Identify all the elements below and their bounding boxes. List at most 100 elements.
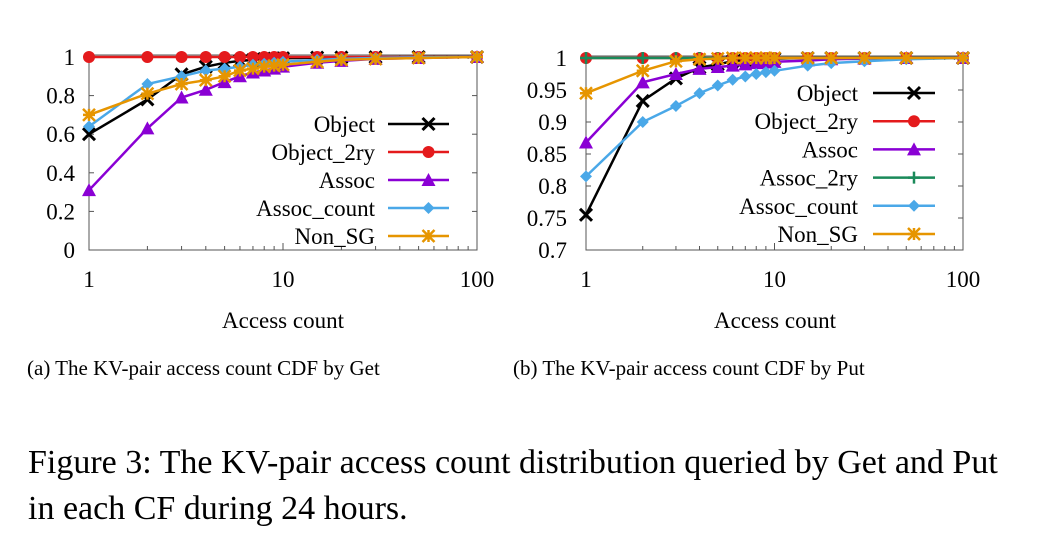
y-tick-label: 0.6 [46, 122, 75, 147]
data-point [174, 77, 189, 91]
data-point [635, 75, 650, 89]
data-point [198, 73, 213, 88]
data-point [198, 82, 213, 96]
legend-label: Assoc_count [739, 194, 858, 219]
data-point [669, 100, 682, 112]
legend-label: Assoc [319, 168, 375, 193]
legend-marker [907, 227, 921, 241]
data-point [258, 51, 271, 63]
data-point [636, 116, 649, 128]
figure-caption: Figure 3: The KV-pair access count distr… [28, 444, 998, 527]
data-point [956, 51, 970, 65]
data-point [759, 66, 772, 79]
data-point [174, 90, 189, 104]
y-tick-label: 0.85 [527, 142, 567, 167]
data-point [141, 51, 154, 63]
data-point [267, 58, 282, 73]
y-tick-label: 0.8 [46, 84, 75, 109]
series-non-sg [82, 50, 484, 122]
data-point [141, 78, 154, 91]
legend-marker [421, 229, 436, 243]
legend-label: Assoc_2ry [760, 166, 859, 191]
legend-marker [908, 199, 920, 212]
data-point [693, 87, 706, 100]
data-point [246, 51, 259, 63]
legend-marker [908, 115, 920, 128]
series-non-sg [579, 51, 970, 101]
data-point [199, 51, 212, 63]
data-point [749, 51, 764, 65]
data-point [824, 51, 839, 65]
y-tick-label: 0.7 [538, 238, 567, 263]
y-tick-label: 0 [64, 238, 76, 263]
subcaption-a: (a) The KV-pair access count CDF by Get [27, 356, 380, 380]
data-point [217, 69, 232, 84]
data-point [668, 67, 683, 80]
y-tick-label: 0.75 [527, 206, 567, 231]
legend-marker [421, 173, 436, 186]
x-tick-label: 10 [272, 267, 295, 292]
x-tick-label: 100 [946, 267, 981, 292]
legend-label: Assoc_count [256, 196, 375, 221]
data-point [636, 52, 649, 64]
legend-marker [421, 116, 436, 132]
data-point [199, 64, 212, 77]
data-point [83, 120, 95, 133]
data-point [738, 51, 753, 65]
data-point [899, 51, 914, 65]
data-point [580, 52, 592, 64]
x-tick-label: 1 [83, 267, 95, 292]
legend-marker [907, 142, 921, 156]
data-point [750, 68, 763, 80]
legend: Object Object_2ry Assoc Assoc_2ry Assoc_coun… [739, 81, 935, 247]
data-point [726, 73, 739, 86]
y-tick-label: 0.8 [538, 174, 567, 199]
legend-label: Assoc [802, 137, 858, 162]
legend-marker [908, 171, 920, 184]
data-point [276, 57, 290, 72]
data-point [711, 79, 724, 92]
data-point [758, 51, 773, 65]
x-tick-label: 1 [580, 267, 592, 292]
x-tick-label: 10 [763, 267, 786, 292]
data-point [800, 51, 815, 65]
y-tick-label: 1 [64, 45, 76, 70]
data-point [257, 59, 272, 74]
data-point [140, 121, 155, 135]
data-point [470, 50, 484, 64]
data-point [635, 93, 650, 108]
data-point [83, 51, 95, 63]
x-axis-label: Access count [222, 308, 345, 333]
data-point [310, 54, 325, 69]
data-point [233, 63, 247, 78]
data-point [692, 52, 707, 67]
data-point [411, 51, 426, 65]
chart-b: 0.7 0.75 0.8 0.85 0.9 0.95 1 1 10 100 Access count… [527, 46, 981, 333]
data-point [692, 61, 707, 75]
legend-label: Non_SG [294, 224, 375, 249]
x-axis-label: Access count [714, 308, 837, 333]
data-point [218, 51, 231, 63]
legend-label: Object [314, 112, 376, 137]
data-point [140, 86, 155, 101]
legend-label: Object [797, 81, 859, 106]
data-point [368, 52, 383, 66]
y-tick-label: 0.9 [538, 110, 567, 135]
y-tick-label: 0.4 [46, 161, 75, 186]
data-point [767, 51, 782, 65]
legend-label: Object_2ry [755, 109, 859, 134]
data-point [635, 63, 650, 78]
legend-marker [422, 202, 435, 214]
data-point [334, 53, 349, 67]
data-point [579, 135, 593, 149]
data-point [725, 58, 740, 72]
legend: Object Object_2ry Assoc Assoc_count Non_SG [256, 112, 449, 249]
data-point [578, 207, 594, 222]
data-point [739, 70, 752, 83]
legend-label: Non_SG [777, 222, 858, 247]
data-point [82, 183, 96, 197]
data-point [233, 51, 246, 63]
x-tick-label: 100 [460, 267, 495, 292]
